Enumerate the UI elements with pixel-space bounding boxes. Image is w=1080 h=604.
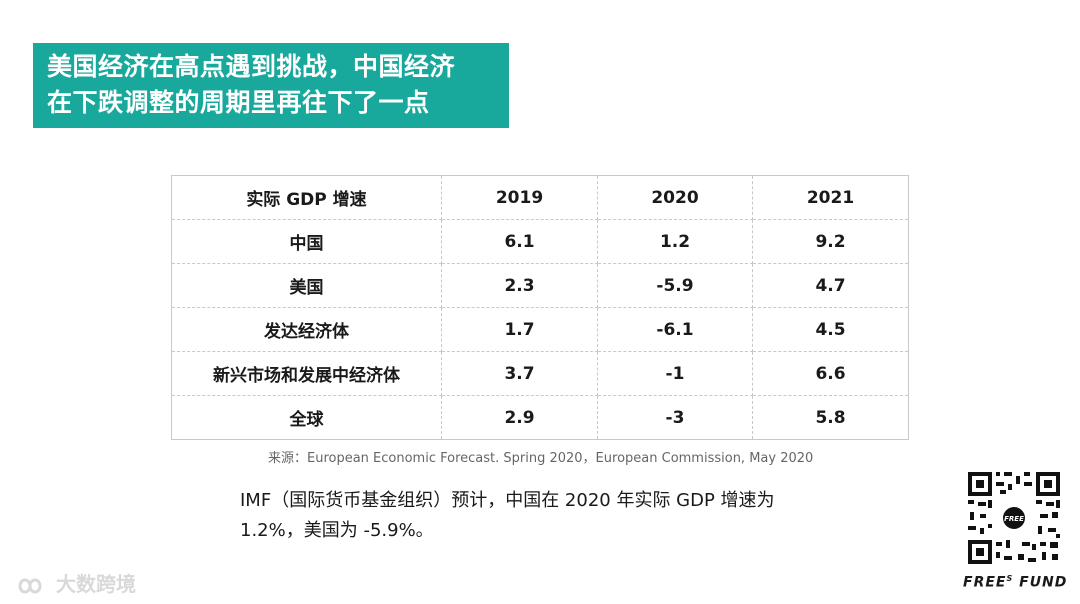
row-label: 中国 (171, 219, 442, 264)
table-row: 全球 2.9 -3 5.8 (171, 395, 909, 440)
table-header-row: 实际 GDP 增速 2019 2020 2021 (171, 175, 909, 220)
watermark-text: 大数跨境 (56, 572, 136, 596)
table-cell: -6.1 (597, 307, 753, 352)
row-label: 美国 (171, 263, 442, 308)
table-cell: -3 (597, 395, 753, 440)
table-row: 发达经济体 1.7 -6.1 4.5 (171, 307, 909, 352)
brand-name: FREE (963, 574, 1007, 591)
table-cell: 4.7 (752, 263, 909, 308)
title-line-1: 美国经济在高点遇到挑战，中国经济 (47, 52, 456, 81)
brand-superscript: S (1006, 574, 1014, 583)
header-cell: 2020 (597, 175, 753, 220)
table-row: 新兴市场和发展中经济体 3.7 -1 6.6 (171, 351, 909, 396)
table-row: 美国 2.3 -5.9 4.7 (171, 263, 909, 308)
table-cell: 2.9 (441, 395, 598, 440)
summary-text: IMF（国际货币基金组织）预计，中国在 2020 年实际 GDP 增速为 1.2… (240, 486, 840, 546)
watermark: 大数跨境 (10, 568, 136, 598)
brand-logo: FREES FUND (963, 574, 1067, 591)
source-note: 来源：European Economic Forecast. Spring 20… (268, 451, 814, 466)
table-cell: -5.9 (597, 263, 753, 308)
table-cell: 5.8 (815, 407, 846, 428)
table-cell: 6.1 (441, 219, 598, 264)
infinity-logo-icon (18, 578, 42, 593)
table-cell: 1.2 (597, 219, 753, 264)
summary-line-2: 1.2%，美国为 -5.9%。 (240, 520, 434, 541)
row-label: 全球 (171, 395, 442, 440)
table-cell: 1.7 (441, 307, 598, 352)
table-cell: -1 (597, 351, 753, 396)
title-banner: 美国经济在高点遇到挑战，中国经济 在下跌调整的周期里再往下了一点 (33, 43, 509, 128)
header-cell: 2021 (752, 175, 909, 220)
header-cell: 实际 GDP 增速 (171, 175, 442, 220)
table-cell: 3.7 (441, 351, 598, 396)
qr-code-icon[interactable]: FREE (966, 470, 1062, 566)
table-cell: 6.6 (752, 351, 909, 396)
table-cell: 4.5 (752, 307, 909, 352)
row-label: 新兴市场和发展中经济体 (171, 351, 442, 396)
header-cell: 2019 (441, 175, 598, 220)
summary-line-1: IMF（国际货币基金组织）预计，中国在 2020 年实际 GDP 增速为 (240, 490, 775, 511)
brand-suffix: FUND (1019, 574, 1068, 591)
row-label: 发达经济体 (171, 307, 442, 352)
gdp-growth-table: 实际 GDP 增速 2019 2020 2021 中国 6.1 1.2 9.2 … (171, 175, 909, 440)
table-cell: 9.2 (752, 219, 909, 264)
svg-text:FREE: FREE (1004, 515, 1024, 523)
table-row: 中国 6.1 1.2 9.2 (171, 219, 909, 264)
table-cell: 2.3 (441, 263, 598, 308)
title-line-2: 在下跌调整的周期里再往下了一点 (47, 88, 430, 117)
